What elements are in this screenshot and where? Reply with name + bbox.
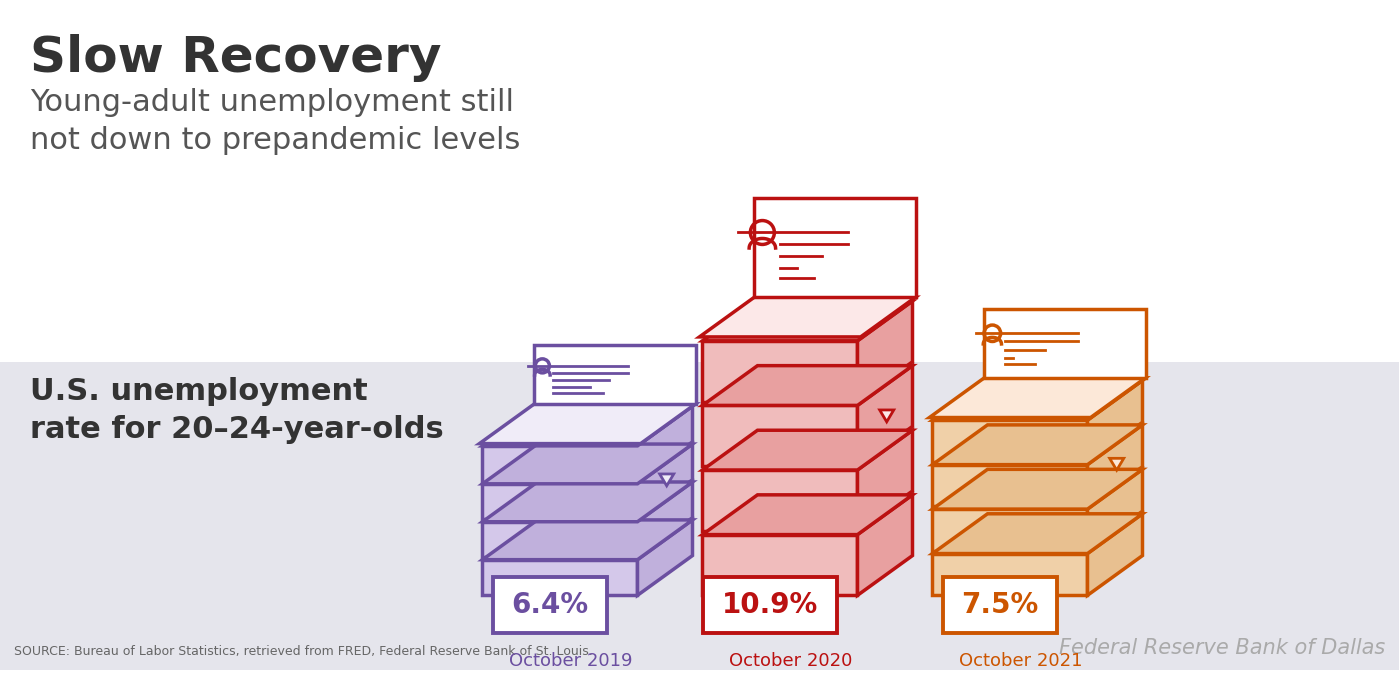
FancyBboxPatch shape (704, 578, 837, 633)
Polygon shape (1087, 469, 1143, 551)
Polygon shape (933, 420, 1087, 462)
Polygon shape (483, 484, 638, 520)
Polygon shape (638, 482, 693, 557)
Polygon shape (933, 469, 1143, 509)
Text: SOURCE: Bureau of Labor Statistics, retrieved from FRED, Federal Reserve Bank of: SOURCE: Bureau of Labor Statistics, retr… (14, 645, 593, 658)
Polygon shape (702, 470, 858, 530)
Text: Federal Reserve Bank of Dallas: Federal Reserve Bank of Dallas (1059, 638, 1385, 658)
Polygon shape (1109, 458, 1123, 470)
Polygon shape (483, 520, 693, 559)
Text: 10.9%: 10.9% (722, 591, 818, 619)
Polygon shape (483, 482, 693, 522)
Polygon shape (483, 446, 638, 481)
Polygon shape (929, 377, 1146, 417)
Polygon shape (702, 534, 858, 595)
Polygon shape (483, 522, 638, 557)
Polygon shape (933, 464, 1087, 506)
Text: October 2019: October 2019 (509, 652, 632, 670)
Polygon shape (933, 509, 1087, 551)
Polygon shape (483, 406, 693, 446)
Polygon shape (660, 474, 674, 486)
Polygon shape (858, 430, 912, 530)
Text: U.S. unemployment
rate for 20–24-year-olds: U.S. unemployment rate for 20–24-year-ol… (29, 377, 443, 444)
Polygon shape (858, 495, 912, 595)
Polygon shape (702, 405, 858, 466)
FancyBboxPatch shape (943, 578, 1058, 633)
Polygon shape (638, 520, 693, 595)
Polygon shape (933, 380, 1143, 420)
Text: 7.5%: 7.5% (961, 591, 1038, 619)
Polygon shape (754, 197, 915, 297)
Polygon shape (933, 553, 1087, 595)
Text: Slow Recovery: Slow Recovery (29, 34, 442, 82)
Polygon shape (702, 495, 912, 534)
Polygon shape (483, 559, 638, 595)
Text: October 2020: October 2020 (729, 652, 852, 670)
Polygon shape (858, 365, 912, 466)
Text: 6.4%: 6.4% (512, 591, 589, 619)
Polygon shape (1087, 425, 1143, 506)
Polygon shape (1087, 380, 1143, 462)
Polygon shape (534, 346, 695, 404)
Polygon shape (638, 406, 693, 481)
Polygon shape (702, 430, 912, 470)
Polygon shape (700, 297, 915, 337)
Polygon shape (702, 341, 858, 402)
Bar (0, 362, 1399, 670)
Polygon shape (483, 444, 693, 484)
Polygon shape (702, 365, 912, 405)
FancyBboxPatch shape (492, 578, 607, 633)
Polygon shape (880, 410, 894, 422)
Text: October 2021: October 2021 (960, 652, 1083, 670)
Polygon shape (985, 309, 1146, 377)
Polygon shape (933, 425, 1143, 464)
Polygon shape (1087, 514, 1143, 595)
Polygon shape (480, 404, 695, 443)
Polygon shape (858, 301, 912, 402)
Polygon shape (933, 514, 1143, 553)
Text: Young-adult unemployment still
not down to prepandemic levels: Young-adult unemployment still not down … (29, 88, 520, 154)
Polygon shape (638, 444, 693, 520)
Polygon shape (702, 301, 912, 341)
